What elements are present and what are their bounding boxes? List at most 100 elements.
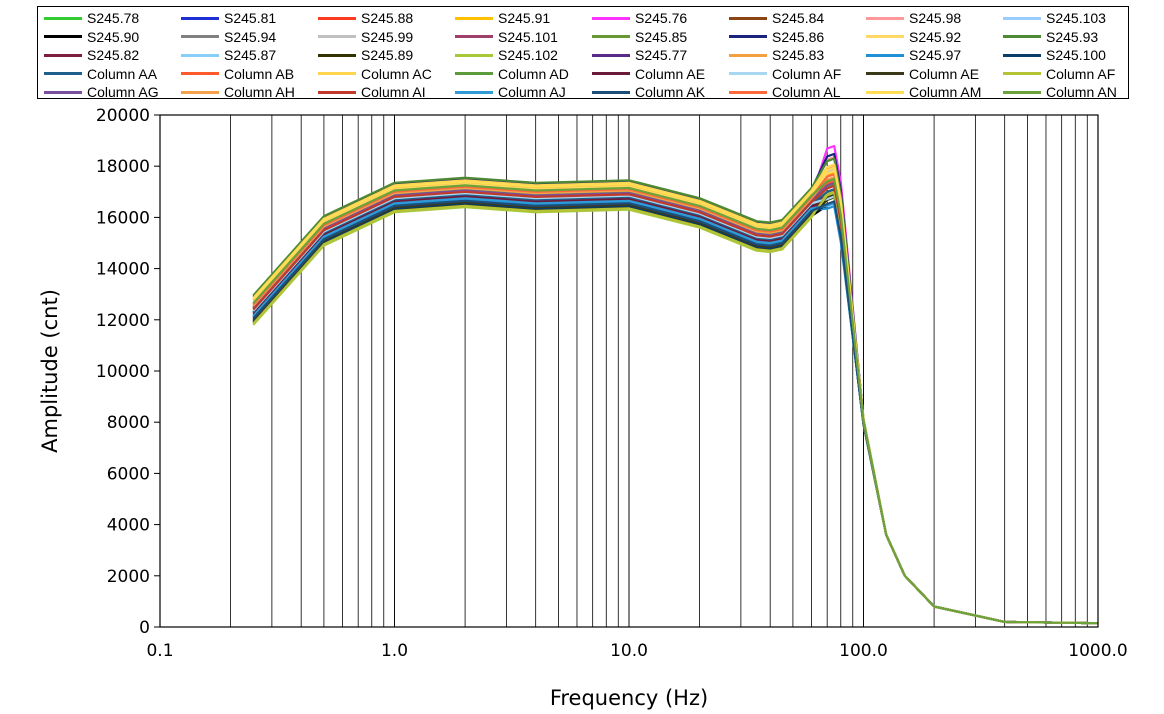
series-line	[252, 173, 1099, 625]
legend-label: S245.91	[498, 10, 551, 26]
legend-swatch	[455, 35, 493, 38]
legend-label: S245.103	[1046, 10, 1106, 26]
legend-item: Column AB	[181, 66, 294, 82]
x-tick-label: 0.1	[146, 641, 173, 661]
x-tick-label: 1000.0	[1068, 641, 1127, 661]
y-tick-label: 6000	[107, 464, 150, 484]
legend-swatch	[44, 90, 82, 94]
series-line	[252, 189, 1099, 625]
legend-swatch	[866, 90, 904, 94]
legend-item: Column AL	[729, 84, 840, 100]
legend-label: S245.87	[224, 47, 277, 63]
legend-swatch	[866, 35, 904, 38]
legend-label: Column AL	[772, 84, 841, 100]
series-line	[252, 191, 1099, 625]
legend-label: Column AN	[1046, 84, 1117, 100]
legend-label: Column AC	[361, 65, 432, 82]
series-line	[252, 201, 1099, 625]
legend-item: Column AG	[44, 84, 159, 100]
legend-item: Column AA	[44, 66, 157, 82]
legend-item: S245.97	[866, 47, 961, 63]
legend-swatch	[592, 72, 630, 75]
series-line	[252, 196, 1099, 625]
legend-item: S245.94	[181, 29, 276, 45]
legend-item: S245.103	[1003, 10, 1106, 26]
legend-item: S245.92	[866, 29, 961, 45]
legend-item: S245.82	[44, 47, 139, 63]
legend-item: S245.87	[181, 47, 276, 63]
legend-swatch	[592, 16, 630, 20]
series-line	[252, 171, 1099, 625]
y-tick-label: 10000	[96, 362, 150, 382]
series-line	[252, 181, 1099, 625]
legend-label: S245.102	[498, 47, 558, 63]
legend-swatch	[181, 35, 219, 38]
legend-swatch	[729, 16, 767, 20]
legend-item: Column AD	[455, 66, 569, 82]
series-line	[252, 166, 1099, 625]
series-line	[252, 190, 1099, 625]
legend-swatch	[1003, 16, 1041, 20]
legend-item: Column AC	[318, 66, 432, 82]
series-line	[252, 152, 1099, 625]
series-line	[252, 157, 1099, 625]
legend-swatch	[318, 16, 356, 20]
legend-label: S245.78	[87, 10, 140, 26]
legend-swatch	[455, 90, 493, 94]
legend-swatch	[318, 53, 356, 57]
series-line	[252, 192, 1099, 625]
series-line	[252, 188, 1099, 625]
legend-label: S245.82	[87, 47, 140, 63]
legend-item: S245.83	[729, 47, 824, 63]
legend-swatch	[1003, 72, 1041, 75]
legend-swatch	[729, 35, 767, 38]
legend-item: S245.89	[318, 47, 413, 63]
legend-label: Column AK	[635, 84, 706, 100]
series-line	[252, 198, 1099, 625]
legend-item: S245.86	[729, 29, 824, 45]
series-line	[252, 179, 1099, 625]
series-line	[252, 191, 1099, 625]
legend-label: Column AA	[87, 65, 158, 82]
legend-swatch	[44, 16, 82, 20]
series-line	[252, 201, 1099, 625]
y-tick-label: 4000	[107, 516, 150, 536]
series-line	[252, 179, 1099, 625]
legend-swatch	[729, 90, 767, 94]
y-axis-title: Amplitude (cnt)	[38, 289, 62, 453]
y-tick-label: 2000	[107, 567, 150, 587]
y-tick-label: 20000	[96, 106, 150, 126]
series-line	[252, 184, 1099, 625]
legend-swatch	[318, 72, 356, 75]
legend-swatch	[729, 53, 767, 57]
legend-item: Column AI	[318, 84, 426, 100]
legend-swatch	[455, 72, 493, 75]
legend-label: S245.101	[498, 28, 558, 45]
y-tick-label: 16000	[96, 208, 150, 228]
series-line	[252, 173, 1099, 625]
x-axis-title: Frequency (Hz)	[550, 686, 708, 710]
legend-label: S245.90	[87, 28, 140, 45]
series-lines	[252, 144, 1099, 625]
x-tick-label: 100.0	[839, 641, 888, 661]
legend-swatch	[455, 53, 493, 57]
legend-swatch	[181, 53, 219, 57]
series-line	[252, 194, 1099, 625]
legend-item: S245.76	[592, 10, 687, 26]
legend-label: Column AD	[498, 65, 569, 82]
legend-swatch	[1003, 90, 1041, 94]
legend-item: Column AE	[866, 66, 979, 82]
legend-item: Column AJ	[455, 84, 566, 100]
series-line	[252, 166, 1099, 625]
series-line	[252, 193, 1099, 625]
legend-label: S245.83	[772, 47, 825, 63]
legend-label: Column AJ	[498, 84, 566, 100]
legend-item: S245.85	[592, 29, 687, 45]
series-line	[252, 169, 1099, 625]
legend-label: Column AE	[909, 65, 980, 82]
series-line	[252, 177, 1099, 625]
legend-item: Column AN	[1003, 84, 1117, 100]
legend-item: Column AK	[592, 84, 705, 100]
y-tick-label: 0	[139, 618, 150, 638]
